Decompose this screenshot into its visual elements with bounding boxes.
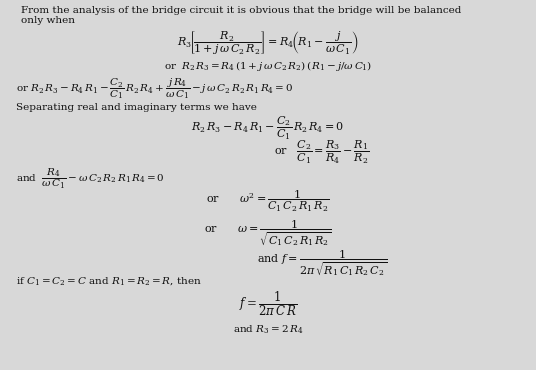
Text: only when: only when — [21, 16, 76, 24]
Text: or $R_2\,R_3 - R_4\,R_1 - \dfrac{C_2}{C_1}\,R_2\,R_4 + \dfrac{j\,R_4}{\omega\,C_: or $R_2\,R_3 - R_4\,R_1 - \dfrac{C_2}{C_… — [16, 76, 293, 101]
Text: From the analysis of the bridge circuit it is obvious that the bridge will be ba: From the analysis of the bridge circuit … — [21, 6, 462, 14]
Text: or$\quad \dfrac{C_2}{C_1} = \dfrac{R_3}{R_4} - \dfrac{R_1}{R_2}$: or$\quad \dfrac{C_2}{C_1} = \dfrac{R_3}{… — [274, 139, 369, 166]
Text: or $\;R_2\,R_3 = R_4\,(1 + j\,\omega\, C_2\, R_2)\,(\,R_1 - j/\omega\, C_1)$: or $\;R_2\,R_3 = R_4\,(1 + j\,\omega\, C… — [164, 59, 372, 73]
Text: and $f = \dfrac{1}{2\pi\,\sqrt{R_1\,C_1\,R_2\,C_2}}$: and $f = \dfrac{1}{2\pi\,\sqrt{R_1\,C_1\… — [257, 248, 386, 278]
Text: $R_2\,R_3 - R_4\,R_1 - \dfrac{C_2}{C_1}\,R_2\,R_4 = 0$: $R_2\,R_3 - R_4\,R_1 - \dfrac{C_2}{C_1}\… — [191, 115, 345, 142]
Text: or$\qquad\omega^2 = \dfrac{1}{C_1\,C_2\,R_1\,R_2}$: or$\qquad\omega^2 = \dfrac{1}{C_1\,C_2\,… — [206, 189, 330, 214]
Text: if $C_1 = C_2 = C$ and $R_1 = R_2 = R$, then: if $C_1 = C_2 = C$ and $R_1 = R_2 = R$, … — [16, 275, 202, 286]
Text: $R_3\!\left[\dfrac{R_2}{1+j\,\omega\, C_2\, R_2}\right] = R_4\!\left(R_1 - \dfra: $R_3\!\left[\dfrac{R_2}{1+j\,\omega\, C_… — [177, 30, 359, 57]
Text: and $\;\dfrac{R_4}{\omega\,C_1} - \omega\,C_2\,R_2\,R_1\,R_4 = 0$: and $\;\dfrac{R_4}{\omega\,C_1} - \omega… — [16, 166, 165, 191]
Text: and $R_3 = 2\,R_4$: and $R_3 = 2\,R_4$ — [233, 324, 303, 336]
Text: $f = \dfrac{1}{2\pi\,C\,R}$: $f = \dfrac{1}{2\pi\,C\,R}$ — [239, 290, 297, 318]
Text: Separating real and imaginary terms we have: Separating real and imaginary terms we h… — [16, 103, 257, 112]
Text: or$\qquad\omega = \dfrac{1}{\sqrt{C_1\,C_2\,R_1\,R_2}}$: or$\qquad\omega = \dfrac{1}{\sqrt{C_1\,C… — [204, 218, 332, 248]
